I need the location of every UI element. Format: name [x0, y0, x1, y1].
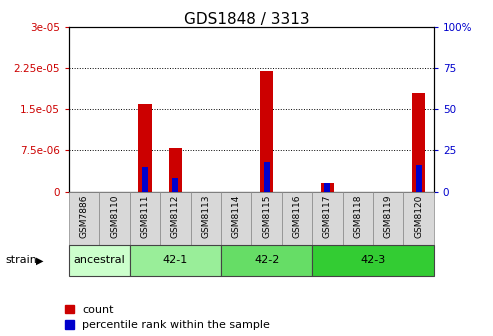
Bar [264, 162, 270, 192]
Text: GSM8114: GSM8114 [232, 194, 241, 238]
Bar [373, 192, 403, 245]
Bar [160, 192, 191, 245]
Text: GSM8113: GSM8113 [201, 194, 211, 238]
Bar [138, 104, 152, 192]
Text: 42-2: 42-2 [254, 255, 280, 265]
Text: GSM8119: GSM8119 [384, 194, 393, 238]
Text: GSM8120: GSM8120 [414, 194, 423, 238]
Bar [412, 93, 425, 192]
Bar [320, 183, 334, 192]
Text: GSM8111: GSM8111 [141, 194, 149, 238]
Text: strain: strain [5, 255, 37, 265]
Bar [343, 192, 373, 245]
Bar [69, 245, 130, 276]
Text: GSM7886: GSM7886 [80, 194, 89, 238]
Bar [403, 192, 434, 245]
Bar [282, 192, 312, 245]
Text: GSM8112: GSM8112 [171, 194, 180, 238]
Bar [312, 192, 343, 245]
Text: GSM8117: GSM8117 [323, 194, 332, 238]
Text: 42-3: 42-3 [360, 255, 386, 265]
Bar [416, 165, 422, 192]
Legend: count, percentile rank within the sample: count, percentile rank within the sample [65, 305, 270, 330]
Text: GSM8118: GSM8118 [353, 194, 362, 238]
Text: GSM8115: GSM8115 [262, 194, 271, 238]
Bar [169, 148, 182, 192]
Bar [260, 71, 274, 192]
Bar [221, 192, 251, 245]
Bar [142, 167, 148, 192]
Bar [173, 178, 178, 192]
Bar [324, 183, 330, 192]
Text: GSM8116: GSM8116 [292, 194, 302, 238]
Bar [191, 192, 221, 245]
Text: ancestral: ancestral [73, 255, 125, 265]
Bar [69, 192, 100, 245]
Text: ▶: ▶ [35, 255, 43, 265]
Bar [251, 192, 282, 245]
Text: GDS1848 / 3313: GDS1848 / 3313 [184, 12, 309, 27]
Bar [100, 192, 130, 245]
Bar [221, 245, 312, 276]
Bar [312, 245, 434, 276]
Text: GSM8110: GSM8110 [110, 194, 119, 238]
Bar [130, 245, 221, 276]
Bar [130, 192, 160, 245]
Text: 42-1: 42-1 [163, 255, 188, 265]
